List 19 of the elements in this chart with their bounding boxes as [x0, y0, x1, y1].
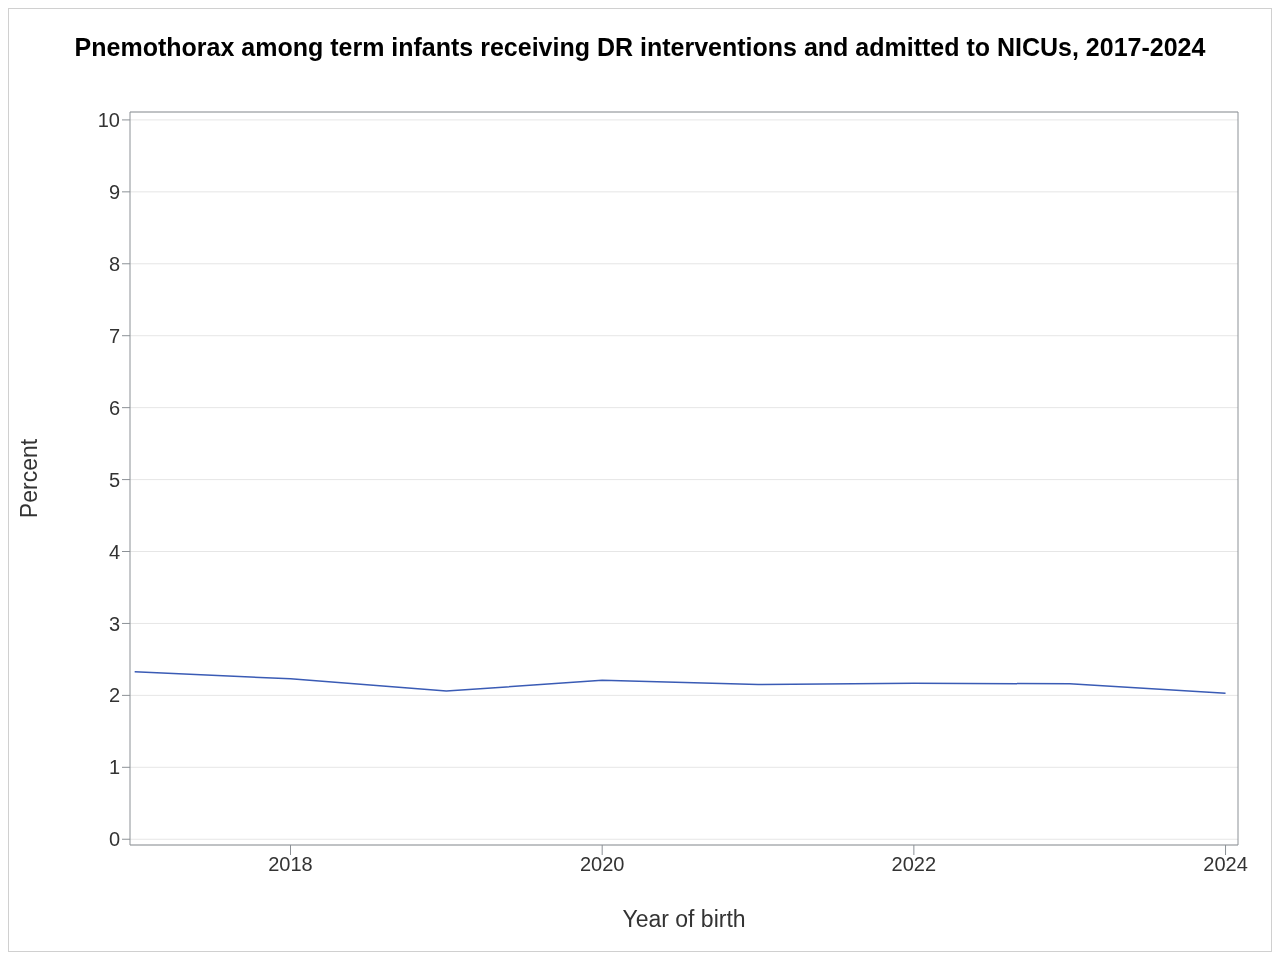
y-tick-label: 7 — [108, 324, 120, 347]
chart-title: Pnemothorax among term infants receiving DR interventions and admitted to NICUs, 2017-2024 — [73, 32, 1207, 63]
x-tick-label: 2018 — [268, 853, 313, 876]
line-series — [133, 670, 1227, 694]
y-tick-label: 6 — [108, 396, 120, 419]
y-tick-label: 1 — [108, 756, 120, 779]
y-tick-label: 4 — [108, 540, 120, 563]
y-tick-label: 8 — [108, 252, 120, 275]
y-tick-label: 2 — [108, 684, 120, 707]
y-axis-title: Percent — [16, 438, 43, 519]
x-tick-label: 2020 — [579, 853, 625, 876]
x-axis-title: Year of birth — [622, 906, 746, 932]
y-tick-label: 0 — [108, 828, 120, 851]
y-tick-label: 5 — [108, 468, 120, 491]
y-tick-label: 10 — [97, 109, 120, 132]
x-tick-label: 2022 — [891, 853, 937, 876]
y-tick-label: 3 — [108, 612, 120, 635]
y-tick-label: 9 — [108, 180, 120, 203]
x-tick-label: 2024 — [1203, 853, 1248, 876]
